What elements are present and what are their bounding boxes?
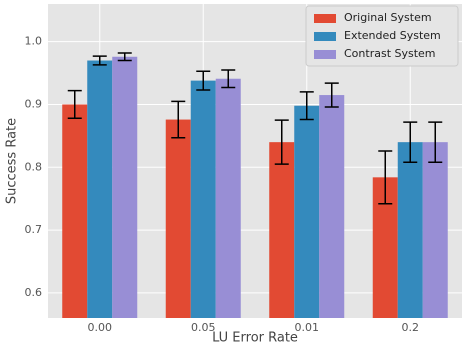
- bar: [422, 142, 448, 318]
- error-bar: [403, 121, 418, 164]
- y-axis-label: Success Rate: [5, 118, 20, 204]
- x-axis-label: LU Error Rate: [212, 331, 298, 346]
- legend-label: Extended System: [344, 29, 441, 42]
- y-tick-label: 0.8: [25, 160, 43, 173]
- error-bar: [221, 69, 236, 89]
- legend-swatch: [314, 50, 336, 59]
- error-bar: [324, 82, 339, 108]
- error-bar: [299, 91, 314, 121]
- legend-swatch: [314, 14, 336, 23]
- bar: [215, 78, 241, 319]
- x-tick-label: 0.05: [191, 321, 216, 334]
- x-tick-label: 0.00: [88, 321, 113, 334]
- bar: [319, 95, 345, 318]
- bar: [190, 80, 216, 318]
- bar: [112, 56, 138, 318]
- bar: [165, 119, 191, 318]
- legend-label: Original System: [344, 11, 432, 24]
- error-bar: [274, 119, 289, 165]
- error-bar: [67, 89, 82, 120]
- bar: [87, 60, 113, 319]
- error-bar: [117, 52, 132, 62]
- bar: [397, 142, 423, 318]
- bar: [269, 142, 295, 318]
- y-tick-label: 1.0: [25, 35, 43, 48]
- error-bar: [378, 150, 393, 205]
- legend-box: [305, 5, 459, 67]
- x-tick-label: 0.2: [402, 321, 420, 334]
- legend-label: Contrast System: [344, 47, 436, 60]
- bar: [294, 105, 320, 319]
- legend-swatch: [314, 32, 336, 41]
- y-tick-label: 0.9: [25, 97, 43, 110]
- error-bar: [171, 100, 186, 139]
- error-bar: [196, 70, 211, 91]
- y-tick-label: 0.6: [25, 286, 43, 299]
- y-tick-label: 0.7: [25, 223, 43, 236]
- error-bar: [428, 121, 443, 164]
- bar: [62, 104, 88, 318]
- x-tick-label: 0.01: [295, 321, 320, 334]
- error-bar: [92, 55, 107, 66]
